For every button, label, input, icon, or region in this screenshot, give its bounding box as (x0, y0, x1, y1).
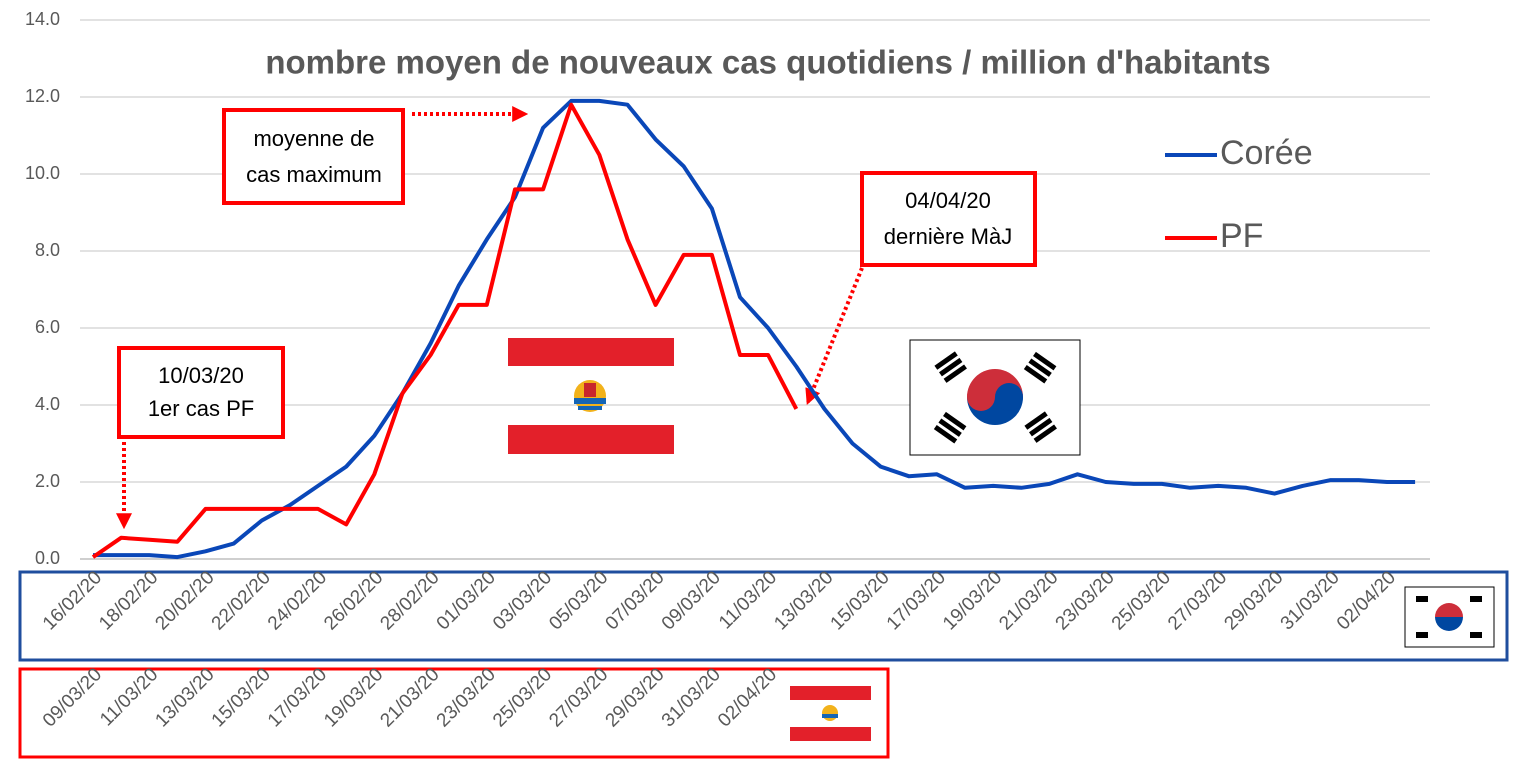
x-tick-label: 15/03/20 (208, 664, 275, 731)
x-tick-label: 31/03/20 (1277, 567, 1344, 634)
legend-label: PF (1220, 217, 1263, 255)
x-tick-label: 24/02/20 (264, 567, 331, 634)
series-line (93, 98, 1416, 560)
annotation-box (117, 346, 285, 439)
x-tick-label: 19/03/20 (320, 664, 387, 731)
x-tick-label: 11/03/20 (96, 664, 162, 730)
x-tick-label: 25/03/20 (489, 664, 556, 731)
x-tick-label: 02/04/20 (1333, 567, 1400, 634)
x-tick-label: 02/04/20 (714, 664, 781, 731)
x-tick-label: 25/03/20 (1108, 567, 1175, 634)
chart-title: nombre moyen de nouveaux cas quotidiens … (265, 44, 1270, 81)
y-tick-label: 0.0 (35, 548, 60, 568)
x-tick-label: 05/03/20 (545, 567, 612, 634)
x-tick-label: 27/03/20 (1164, 567, 1231, 634)
x-tick-label: 21/03/20 (376, 664, 443, 731)
x-tick-label: 27/03/20 (545, 664, 612, 731)
plot (91, 98, 1416, 560)
x-tick-label: 17/03/20 (264, 664, 331, 731)
y-tick-label: 2.0 (35, 471, 60, 491)
annotation-box (222, 108, 405, 205)
x-tick-label: 17/03/20 (883, 567, 950, 634)
x-tick-label: 31/03/20 (658, 664, 725, 731)
annotation-text: 1er cas PF (148, 396, 254, 421)
axis-box-coree (18, 570, 1509, 662)
x-tick-label: 09/03/20 (658, 567, 725, 634)
series-line (91, 102, 799, 559)
grid: 0.0 2.0 4.0 6.0 8.0 10.0 12.0 14.0 (25, 9, 1430, 568)
annotation-text: 10/03/20 (158, 363, 244, 388)
x-tick-label: 09/03/20 (39, 664, 106, 731)
annotation-text: cas maximum (246, 162, 382, 187)
x-tick-label: 21/03/20 (995, 567, 1062, 634)
x-tick-label: 29/03/20 (602, 664, 669, 731)
x-tick-label: 23/03/20 (433, 664, 500, 731)
x-tick-label: 13/03/20 (770, 567, 837, 634)
x-tick-label: 22/02/20 (208, 567, 275, 634)
x-tick-label: 20/02/20 (151, 567, 218, 634)
annotation-text: 04/04/20 (905, 188, 991, 213)
x-tick-label: 19/03/20 (939, 567, 1006, 634)
x-tick-label: 07/03/20 (602, 567, 669, 634)
flag-pf (508, 338, 674, 454)
x-tick-label: 23/03/20 (1052, 567, 1119, 634)
y-tick-label: 10.0 (25, 163, 60, 183)
x-tick-label: 13/03/20 (151, 664, 218, 731)
legend-label: Corée (1220, 134, 1313, 172)
x-tick-label: 16/02/20 (39, 567, 106, 634)
x-tick-label: 01/03/20 (433, 567, 500, 634)
x-tick-label: 29/03/20 (1220, 567, 1287, 634)
y-tick-label: 6.0 (35, 317, 60, 337)
y-tick-label: 12.0 (25, 86, 60, 106)
flag-coree-small (1404, 586, 1495, 648)
y-tick-label: 14.0 (25, 9, 60, 29)
x-tick-label: 26/02/20 (320, 567, 387, 634)
y-tick-label: 8.0 (35, 240, 60, 260)
annotation-arrow (805, 267, 864, 405)
y-tick-label: 4.0 (35, 394, 60, 414)
x-tick-label: 11/03/20 (715, 567, 781, 633)
annotation-box (860, 171, 1037, 267)
flag-coree (909, 339, 1081, 456)
flag-pf-small (790, 686, 871, 741)
x-tick-label: 15/03/20 (827, 567, 894, 634)
axis-box-pf (18, 667, 890, 759)
x-tick-label: 28/02/20 (376, 567, 443, 634)
annotation-text: moyenne de (253, 126, 374, 151)
x-tick-label: 18/02/20 (95, 567, 162, 634)
x-tick-label: 03/03/20 (489, 567, 556, 634)
annotation-text: dernière MàJ (884, 224, 1012, 249)
